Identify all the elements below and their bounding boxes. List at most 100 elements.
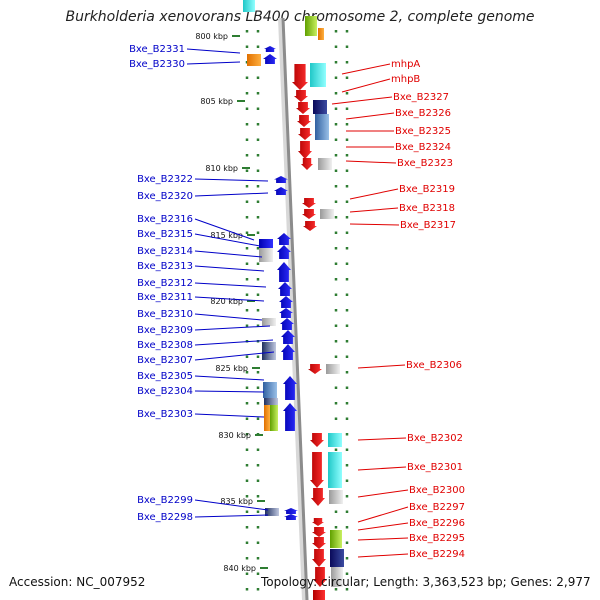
- gene-arrow-reverse: [298, 128, 312, 140]
- leader-line-forward: [194, 375, 265, 381]
- gene-arrow-reverse: [298, 141, 312, 159]
- gene-arrow-forward: [281, 330, 295, 344]
- gene-label-forward: Bxe_B2303: [137, 409, 193, 420]
- gene-arrow-forward: [284, 508, 298, 514]
- leader-line-forward: [194, 250, 263, 258]
- gene-label-reverse: Bxe_B2300: [409, 485, 465, 496]
- gene-label-reverse: Bxe_B2295: [409, 533, 465, 544]
- gene-arrow-reverse: [312, 518, 324, 526]
- kbp-tick-label: 835 kbp: [220, 497, 253, 506]
- kbp-tick-label: 825 kbp: [215, 364, 248, 373]
- leader-line-forward: [194, 233, 261, 247]
- accession-text: Accession: NC_007952: [9, 575, 146, 589]
- gene-label-forward: Bxe_B2312: [137, 278, 193, 289]
- gene-label-reverse: Bxe_B2296: [409, 518, 465, 529]
- gene-arrow-forward: [281, 344, 295, 360]
- gene-label-forward: Bxe_B2304: [137, 386, 193, 397]
- kbp-tick-label: 815 kbp: [210, 231, 243, 240]
- gene-arrow-forward: [284, 514, 298, 520]
- gene-arrow-forward: [279, 296, 293, 308]
- gene-arrow-forward: [280, 318, 294, 330]
- gene-feature-box: [259, 248, 273, 262]
- backbone-shadow: [278, 17, 308, 600]
- leader-line-reverse: [349, 223, 400, 226]
- leader-line-forward: [194, 339, 274, 346]
- leader-line-reverse: [331, 96, 393, 105]
- gene-arrow-reverse: [311, 488, 325, 506]
- gene-feature-box: [264, 398, 278, 406]
- gene-arrow-reverse: [310, 452, 324, 488]
- gene-label-forward: Bxe_B2322: [137, 174, 193, 185]
- gene-feature-box: [318, 158, 332, 170]
- leader-line-reverse: [357, 553, 409, 558]
- kbp-tick-label: 800 kbp: [195, 32, 228, 41]
- gene-label-reverse: Bxe_B2324: [395, 142, 451, 153]
- leader-line-reverse: [357, 537, 409, 541]
- gene-arrow-forward: [279, 308, 293, 318]
- leader-line-forward: [186, 48, 241, 54]
- leader-line-reverse: [357, 437, 407, 441]
- leader-line-reverse: [357, 522, 409, 531]
- leader-line-reverse: [357, 364, 406, 369]
- gene-arrow-forward: [277, 245, 291, 259]
- gene-label-reverse: Bxe_B2318: [399, 203, 455, 214]
- gene-feature-box: [265, 508, 279, 516]
- gene-label-reverse: Bxe_B2306: [406, 360, 462, 371]
- leader-line-forward: [194, 499, 269, 511]
- leader-line-forward: [186, 61, 241, 65]
- kbp-tick-label: 805 kbp: [200, 97, 233, 106]
- gene-feature-box: [328, 433, 342, 447]
- gene-feature-box: [263, 382, 277, 398]
- gene-arrow-forward: [277, 262, 291, 282]
- gene-label-forward: Bxe_B2305: [137, 371, 193, 382]
- gene-feature-box: [328, 452, 342, 488]
- gene-label-forward: Bxe_B2298: [137, 512, 193, 523]
- kbp-tick-label: 830 kbp: [218, 431, 251, 440]
- kbp-tick-label: 840 kbp: [223, 564, 256, 573]
- gene-arrow-reverse: [312, 527, 326, 537]
- gene-arrow-forward: [277, 233, 291, 245]
- gene-label-reverse: Bxe_B2327: [393, 92, 449, 103]
- gene-label-forward: Bxe_B2308: [137, 340, 193, 351]
- gene-feature-box: [243, 0, 255, 12]
- gene-label-reverse: Bxe_B2323: [397, 158, 453, 169]
- backbone-line: [281, 17, 309, 600]
- leader-line-forward: [194, 218, 255, 241]
- gene-arrow-reverse: [312, 537, 326, 549]
- leader-line-forward: [194, 265, 265, 272]
- leader-line-forward: [194, 325, 271, 331]
- gene-label-forward: Bxe_B2316: [137, 214, 193, 225]
- gene-label-forward: Bxe_B2310: [137, 309, 193, 320]
- gene-feature-box: [330, 549, 344, 567]
- gene-arrow-reverse: [292, 64, 308, 90]
- gene-feature-box: [326, 364, 340, 374]
- gene-feature-box: [331, 567, 343, 587]
- gene-label-forward: Bxe_B2299: [137, 495, 193, 506]
- gene-arrow-reverse: [312, 549, 326, 567]
- gene-arrow-reverse: [297, 115, 311, 127]
- leader-line-forward: [194, 313, 263, 321]
- gene-label-forward: Bxe_B2314: [137, 246, 193, 257]
- gene-feature-box: [313, 590, 325, 600]
- leader-line-forward: [194, 282, 267, 288]
- leader-line-reverse: [349, 207, 399, 213]
- gene-arrow-reverse: [296, 102, 310, 114]
- leader-line-forward: [194, 390, 265, 393]
- gene-label-forward: Bxe_B2313: [137, 261, 193, 272]
- gene-arrow-reverse: [301, 158, 313, 170]
- leader-line-reverse: [345, 160, 397, 164]
- leader-line-forward: [194, 296, 265, 302]
- leader-line-reverse: [345, 112, 395, 120]
- gene-arrow-reverse: [294, 90, 308, 102]
- gene-arrow-reverse: [302, 209, 316, 219]
- gene-label-reverse: Bxe_B2302: [407, 433, 463, 444]
- gene-feature-box: [262, 342, 276, 360]
- gene-feature-box: [315, 114, 329, 126]
- topology-text: Topology: circular; Length: 3,363,523 bp…: [261, 575, 591, 589]
- gene-arrow-forward: [264, 46, 276, 52]
- gene-arrow-forward: [283, 403, 297, 431]
- gene-arrow-reverse: [303, 221, 317, 231]
- leader-line-forward: [194, 514, 269, 518]
- kbp-tick-label: 810 kbp: [205, 164, 238, 173]
